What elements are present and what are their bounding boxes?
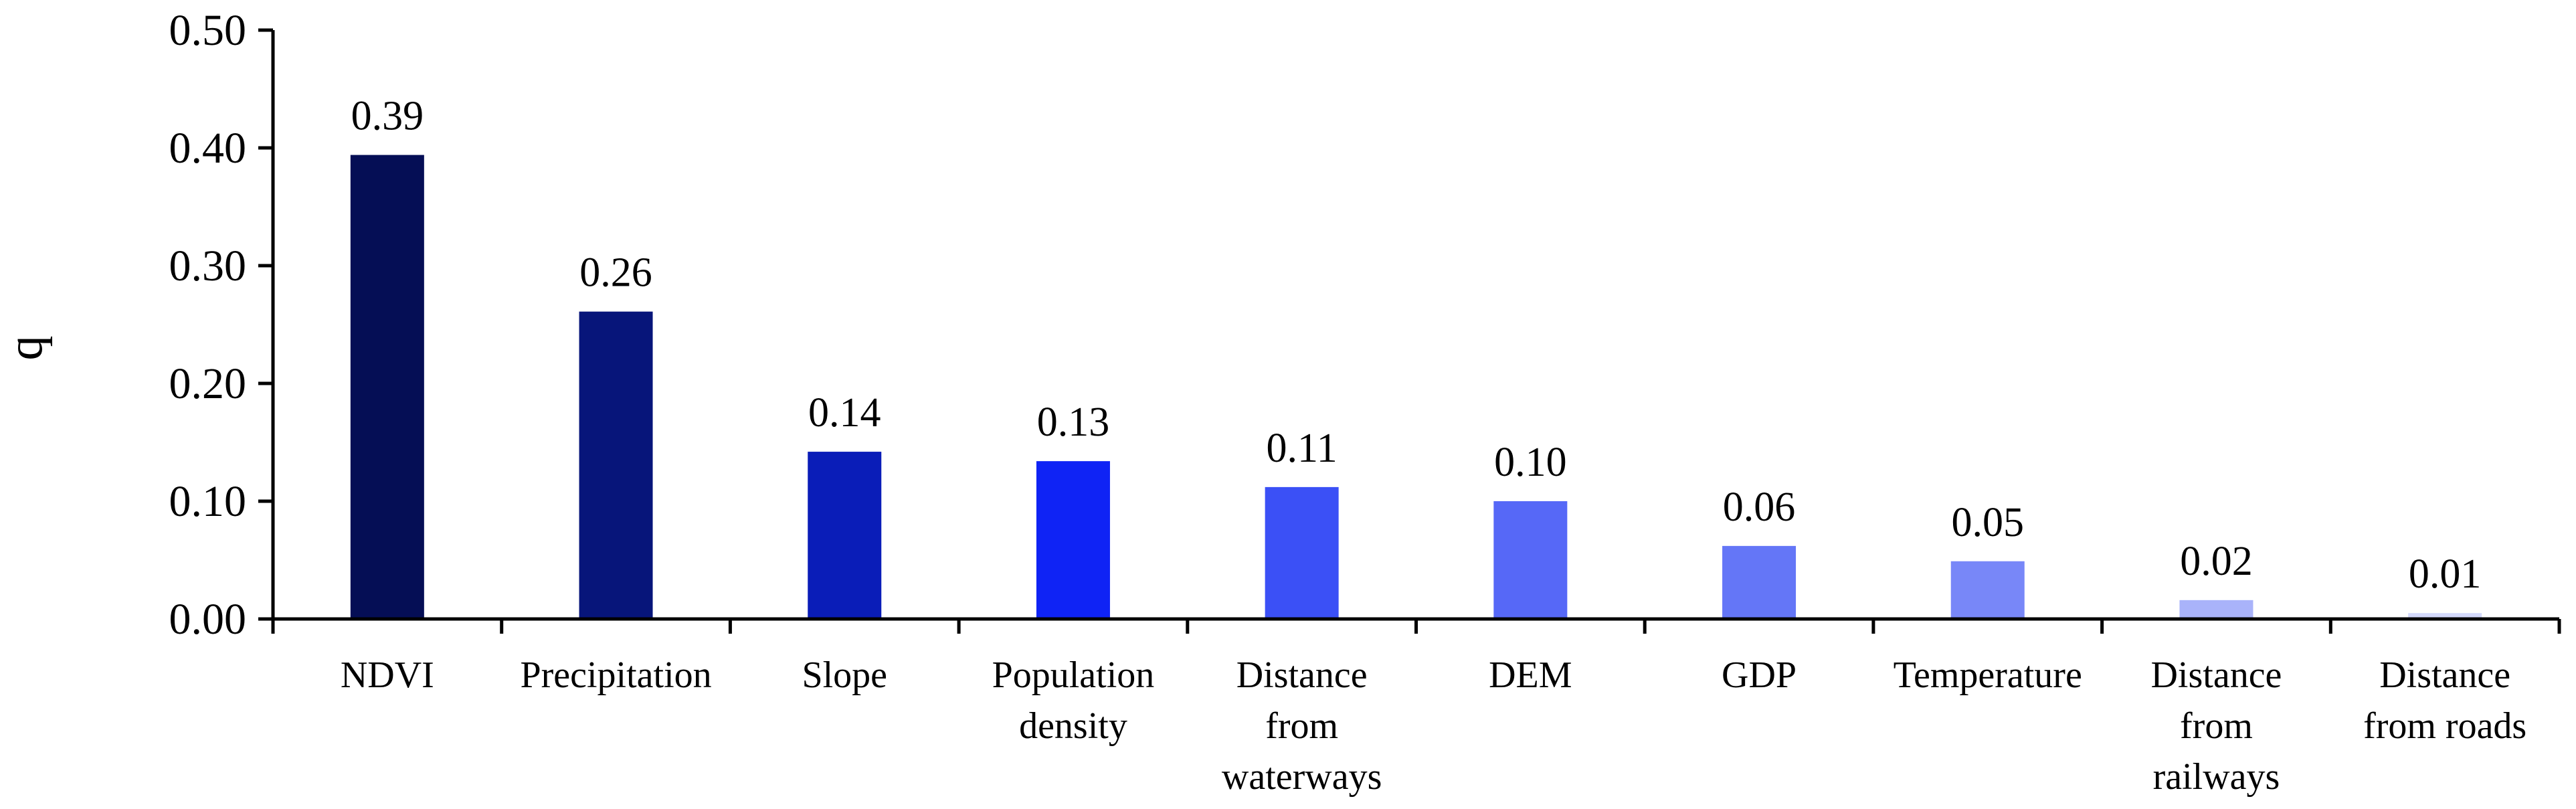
y-tick-label: 0.10 xyxy=(169,477,247,526)
x-category-label: Population density xyxy=(992,654,1155,747)
x-category-label: DEM xyxy=(1489,654,1572,696)
bars xyxy=(350,155,2482,619)
bar xyxy=(1265,486,1339,619)
data-label: 0.14 xyxy=(808,390,881,436)
x-axis-labels: NDVI Precipitation Slope Population density D… xyxy=(341,654,2526,798)
bar xyxy=(2179,600,2253,619)
y-axis-ticks: 0.00 0.10 0.20 0.30 0.40 0.50 xyxy=(169,6,2561,644)
y-tick-label: 0.20 xyxy=(169,359,247,408)
data-label: 0.10 xyxy=(1494,440,1567,485)
y-tick-label: 0.50 xyxy=(169,6,247,55)
data-label: 0.01 xyxy=(2409,551,2482,597)
data-label: 0.06 xyxy=(1723,484,1796,530)
y-tick-label: 0.40 xyxy=(169,124,247,173)
bar xyxy=(579,311,653,619)
y-tick-label: 0.00 xyxy=(169,595,247,644)
data-label: 0.13 xyxy=(1037,399,1110,445)
data-labels: 0.39 0.26 0.14 0.13 0.11 0.10 0.06 0.05 0.02 0.01 xyxy=(351,94,2482,598)
x-category-label: Distance from waterways xyxy=(1222,654,1382,798)
data-label: 0.02 xyxy=(2180,539,2253,584)
y-axis-title: q xyxy=(0,336,53,361)
x-category-label: Distance from railways xyxy=(2150,654,2282,798)
x-category-label: Temperature xyxy=(1894,654,2082,696)
data-label: 0.39 xyxy=(351,94,424,139)
bar xyxy=(1950,561,2025,619)
data-label: 0.11 xyxy=(1267,426,1338,471)
bar xyxy=(1036,461,1110,619)
x-category-label: Precipitation xyxy=(520,654,711,696)
bar xyxy=(2408,613,2482,619)
bar xyxy=(350,155,424,619)
bar xyxy=(1722,545,1797,619)
data-label: 0.26 xyxy=(579,250,652,296)
x-category-label: Distance from roads xyxy=(2363,654,2526,747)
bar xyxy=(1493,501,1568,619)
x-category-label: NDVI xyxy=(341,654,434,696)
data-label: 0.05 xyxy=(1952,500,2025,545)
x-category-label: GDP xyxy=(1722,654,1797,696)
y-tick-label: 0.30 xyxy=(169,242,247,290)
bar xyxy=(808,452,882,619)
x-category-label: Slope xyxy=(802,654,887,696)
